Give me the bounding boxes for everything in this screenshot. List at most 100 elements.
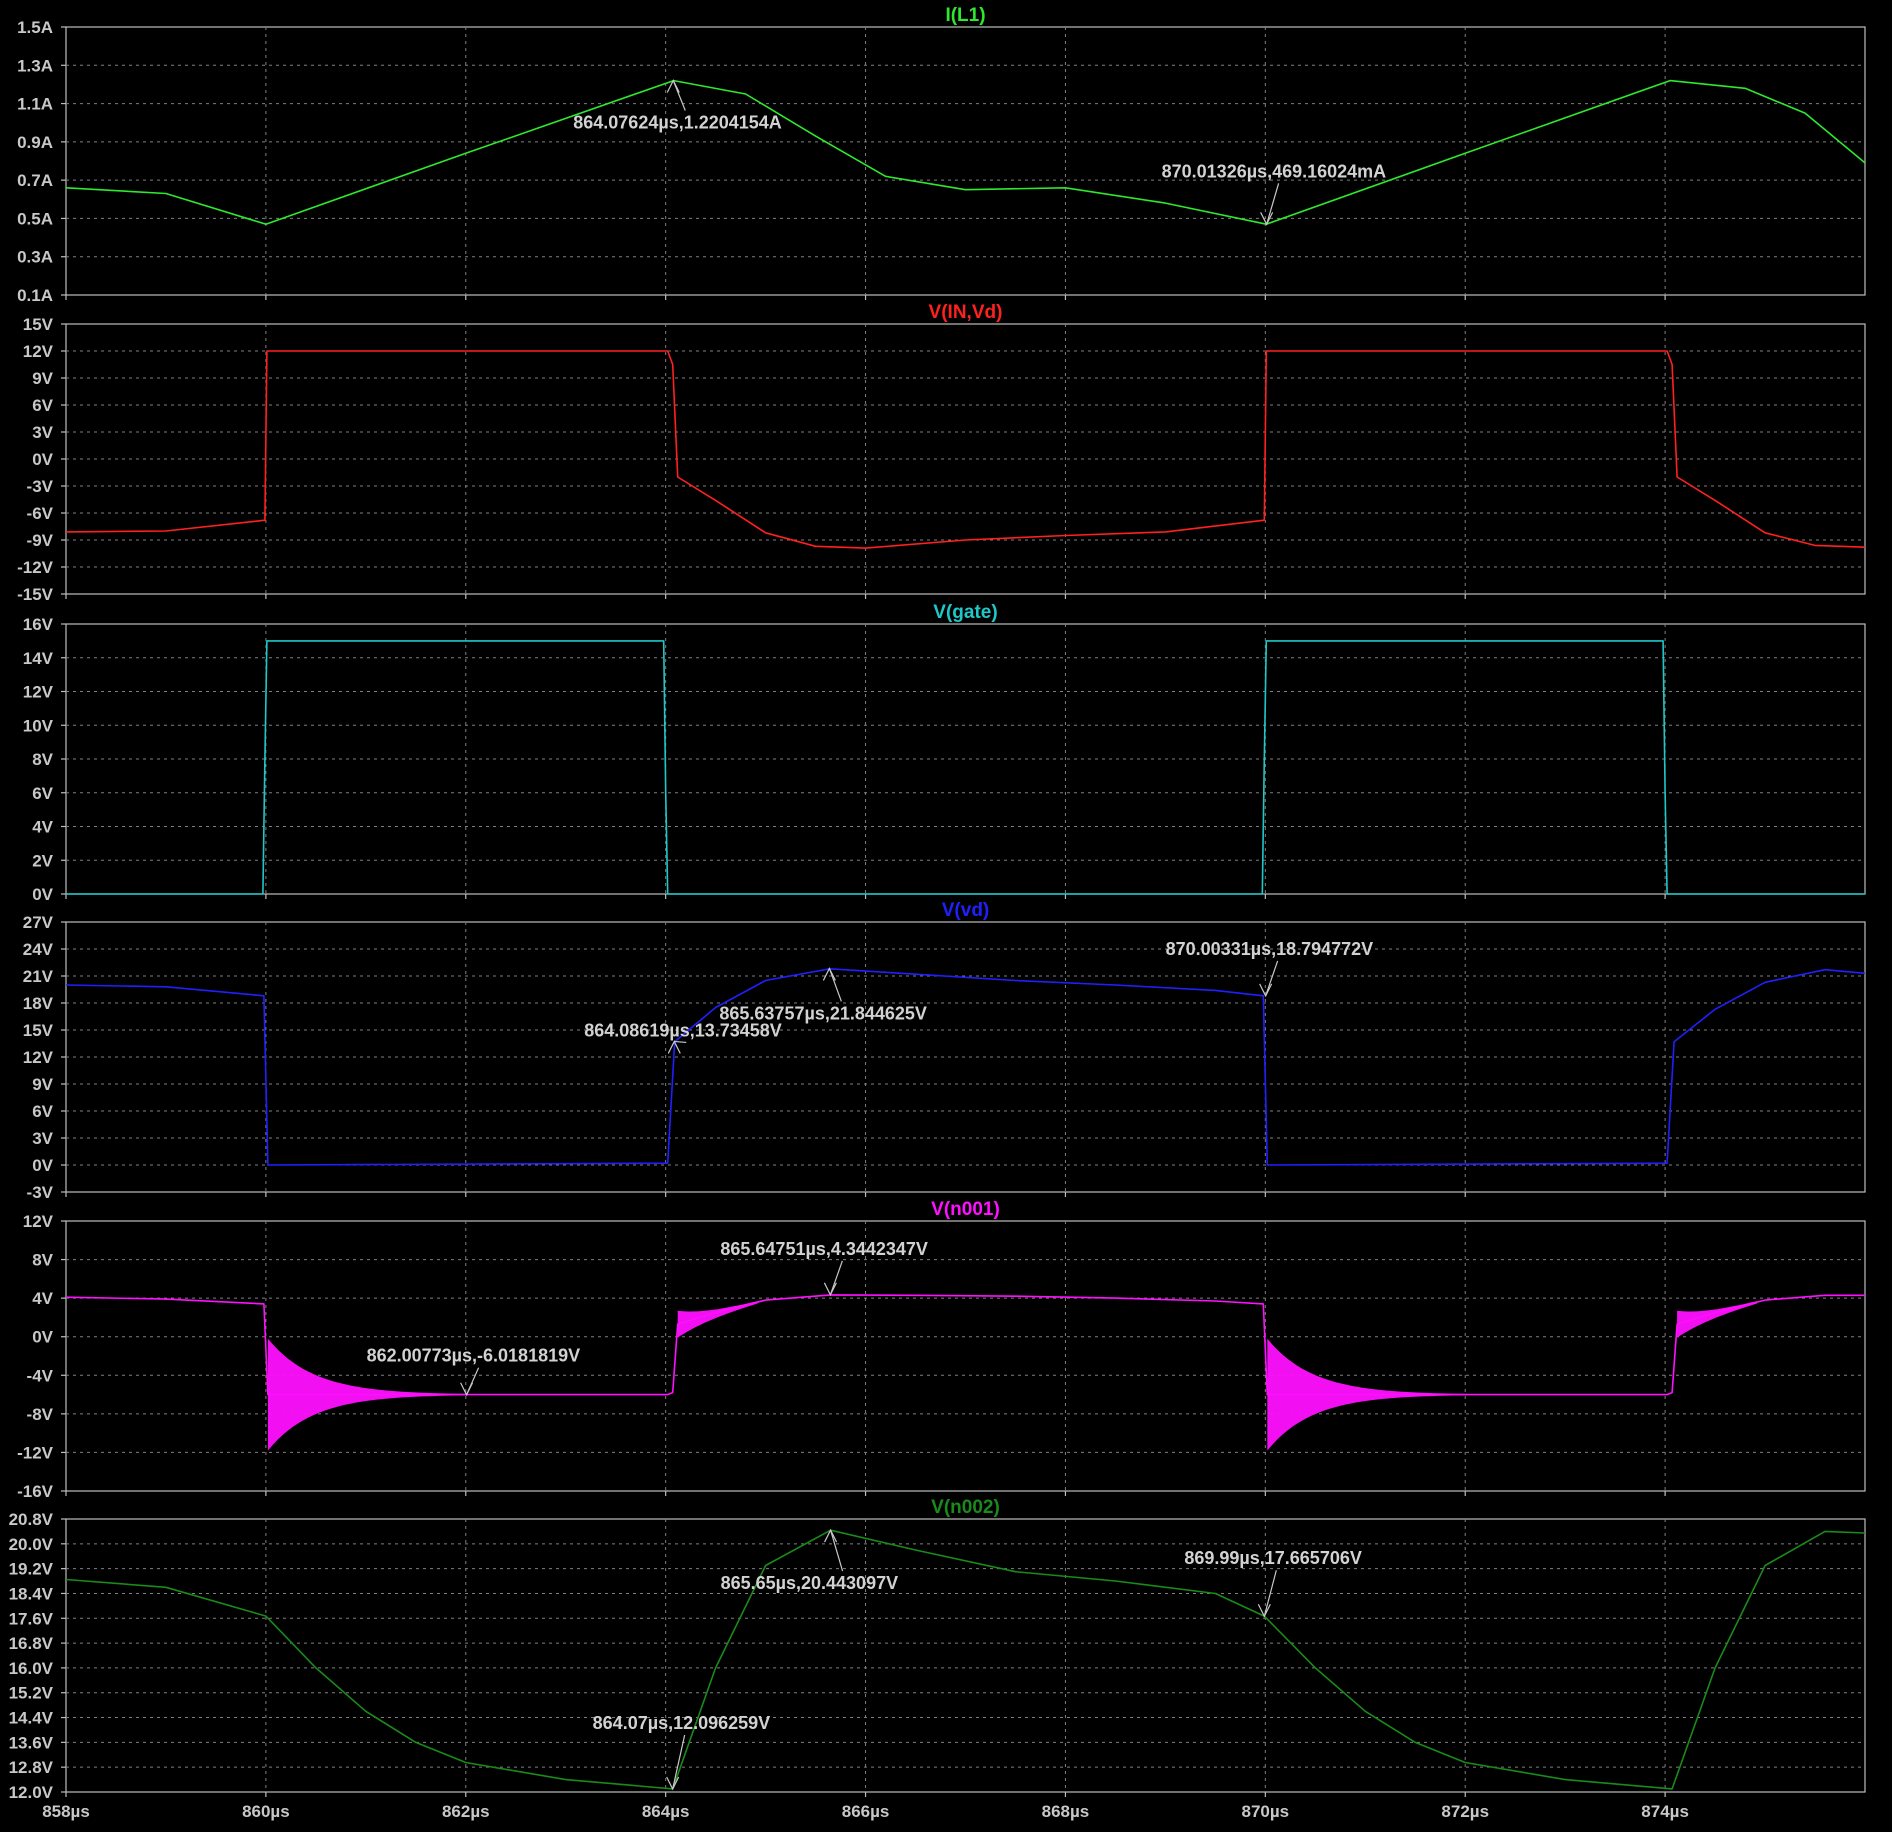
y-tick-label: 0.9A <box>17 133 53 152</box>
y-tick-label: 13.6V <box>9 1733 54 1752</box>
panel-title: V(vd) <box>942 900 990 921</box>
y-tick-label: 0V <box>32 1156 53 1175</box>
y-tick-label: 1.3A <box>17 56 53 75</box>
y-tick-label: 15V <box>23 1021 54 1040</box>
y-tick-label: 17.6V <box>9 1609 54 1628</box>
y-tick-label: 20.8V <box>9 1510 54 1529</box>
y-tick-label: -9V <box>27 531 54 550</box>
y-tick-label: 3V <box>32 1129 53 1148</box>
y-tick-label: 6V <box>32 784 53 803</box>
y-tick-label: 2V <box>32 851 53 870</box>
y-tick-label: -8V <box>27 1405 54 1424</box>
y-tick-label: 0.1A <box>17 286 53 305</box>
y-tick-label: -4V <box>27 1366 54 1385</box>
annotation-arrowhead <box>823 1282 837 1297</box>
y-tick-label: 15V <box>23 315 54 334</box>
y-tick-label: 0.7A <box>17 171 53 190</box>
plot-frame <box>65 623 1866 895</box>
ringing-envelope <box>1267 1338 1468 1451</box>
y-tick-label: 8V <box>32 750 53 769</box>
y-tick-label: 6V <box>32 396 53 415</box>
panel-title: I(L1) <box>945 5 985 26</box>
y-tick-label: 12V <box>23 342 54 361</box>
plot-frame <box>65 921 1866 1193</box>
annotation-arrow <box>829 1260 843 1296</box>
annotation-arrow <box>829 1529 844 1572</box>
y-tick-label: 12.8V <box>9 1758 54 1777</box>
y-tick-label: 8V <box>32 1251 53 1270</box>
panel-2: -15V -12V -9V -6V -3V 0V 3V 6V 9V 12V 15V V(IN,Vd) <box>17 302 1866 604</box>
plot-frame <box>65 26 1866 296</box>
annotation-arrow <box>1263 1570 1277 1617</box>
annotation-arrow <box>672 1734 686 1790</box>
y-tick-label: 12V <box>23 683 54 702</box>
x-tick-label: 870µs <box>1242 1802 1290 1821</box>
y-tick-label: 9V <box>32 369 53 388</box>
y-tick-label: 0V <box>32 885 53 904</box>
y-tick-label: 0V <box>32 450 53 469</box>
panel-3: 0V 2V 4V 6V 8V 10V 12V 14V 16V V(gate) <box>23 602 1866 904</box>
y-tick-label: 4V <box>32 1289 53 1308</box>
y-tick-label: 24V <box>23 940 54 959</box>
annotation-arrowhead <box>666 1776 680 1791</box>
panel-6: 858µs 860µs 862µs 864µs 866µs 868µs 870µs 872µs… <box>9 1497 1866 1821</box>
y-tick-label: 15.2V <box>9 1684 54 1703</box>
annotation-label: 870.00331µs,18.794772V <box>1166 939 1374 959</box>
annotation-arrowhead <box>1257 1603 1271 1618</box>
plot-frame <box>65 323 1866 595</box>
y-tick-label: 18V <box>23 994 54 1013</box>
annotation-label: 865.63757µs,21.844625V <box>719 1003 927 1023</box>
y-tick-label: 20.0V <box>9 1535 54 1554</box>
annotation-label: 870.01326µs,469.16024mA <box>1162 161 1387 181</box>
y-tick-label: -12V <box>17 1443 54 1462</box>
y-tick-label: 21V <box>23 967 54 986</box>
y-tick-label: 16V <box>23 615 54 634</box>
y-tick-label: 14.4V <box>9 1709 54 1728</box>
annotation-label: 865.65µs,20.443097V <box>721 1573 899 1593</box>
annotation-arrow <box>1266 183 1280 225</box>
x-tick-label: 874µs <box>1641 1802 1689 1821</box>
y-tick-label: 0.3A <box>17 248 53 267</box>
x-tick-label: 860µs <box>242 1802 290 1821</box>
ringing-envelope <box>267 1338 468 1451</box>
y-tick-label: 12V <box>23 1212 54 1231</box>
y-tick-label: 4V <box>32 818 53 837</box>
series-line <box>65 79 1866 225</box>
y-tick-label: 1.1A <box>17 95 53 114</box>
y-tick-label: 1.5A <box>17 18 53 37</box>
annotation-label: 869.99µs,17.665706V <box>1184 1548 1362 1568</box>
series-line <box>65 967 1866 1166</box>
y-tick-label: 12.0V <box>9 1783 54 1802</box>
y-tick-label: 27V <box>23 913 54 932</box>
y-tick-label: -12V <box>17 558 54 577</box>
panel-title: V(n002) <box>931 1497 1000 1518</box>
y-tick-label: -15V <box>17 585 54 604</box>
y-tick-label: 6V <box>32 1102 53 1121</box>
plot-frame <box>65 1518 1866 1793</box>
x-tick-label: 866µs <box>842 1802 890 1821</box>
annotation-label: 862.00773µs,-6.0181819V <box>367 1346 581 1366</box>
panel-1: 0.1A 0.3A 0.5A 0.7A 0.9A 1.1A 1.3A 1.5A I(L1) 864… <box>17 5 1866 305</box>
annotation-arrowhead <box>824 1528 838 1543</box>
annotation-label: 865.64751µs,4.3442347V <box>720 1239 928 1259</box>
annotation-arrowhead <box>667 1040 681 1054</box>
annotation-arrow <box>828 968 842 1002</box>
panel-title: V(n001) <box>931 1199 1000 1220</box>
x-tick-label: 872µs <box>1441 1802 1489 1821</box>
x-tick-label: 858µs <box>42 1802 90 1821</box>
annotation-label: 864.07µs,12.096259V <box>593 1713 771 1733</box>
annotation-arrowhead <box>666 79 680 93</box>
y-tick-label: 3V <box>32 423 53 442</box>
annotation-arrowhead <box>822 967 836 981</box>
ringing-envelope <box>1677 1301 1758 1338</box>
panel-title: V(IN,Vd) <box>929 302 1003 323</box>
y-tick-label: 16.8V <box>9 1634 54 1653</box>
ringing-envelope <box>677 1301 758 1338</box>
annotation-arrowhead <box>1259 983 1273 998</box>
y-tick-label: 18.4V <box>9 1584 54 1603</box>
y-tick-label: 0V <box>32 1328 53 1347</box>
y-tick-label: 9V <box>32 1075 53 1094</box>
y-tick-label: 10V <box>23 716 54 735</box>
y-tick-label: 16.0V <box>9 1659 54 1678</box>
